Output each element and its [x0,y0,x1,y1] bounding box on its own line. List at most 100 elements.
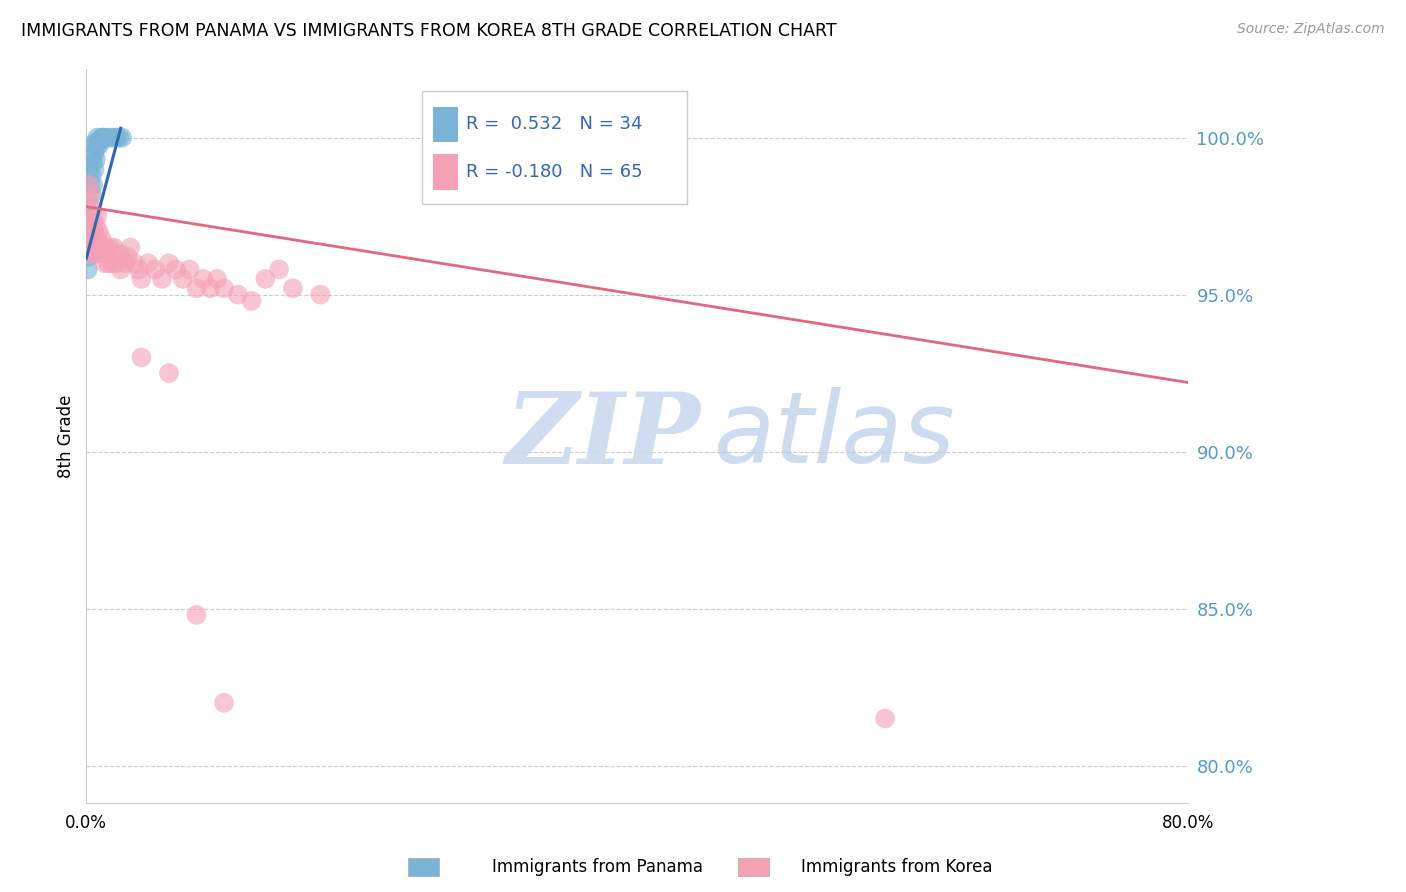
Point [79,231,101,245]
Point [172,272,194,286]
Point [103,240,125,254]
Point [100,247,122,261]
Point [87,134,110,148]
Point [80,169,103,183]
Y-axis label: 8th Grade: 8th Grade [58,394,75,477]
Point [79,209,101,223]
Point [103,130,125,145]
Point [83,247,105,261]
Point [200,281,222,295]
Point [108,130,131,145]
Point [82,136,104,151]
Point [98,240,121,254]
Point [79,178,101,192]
Point [76,240,98,254]
Point [77,219,100,233]
Point [80,240,103,254]
Point [131,272,153,286]
Point [150,272,173,286]
Point [83,146,105,161]
Point [77,200,100,214]
Point [86,140,108,154]
Point [80,149,103,163]
Text: R =  0.532   N = 34: R = 0.532 N = 34 [467,115,643,134]
Point [309,287,332,301]
Point [77,225,100,239]
Point [76,244,98,258]
Point [87,247,110,261]
Point [76,225,98,239]
Point [84,136,107,151]
Text: IMMIGRANTS FROM PANAMA VS IMMIGRANTS FROM KOREA 8TH GRADE CORRELATION CHART: IMMIGRANTS FROM PANAMA VS IMMIGRANTS FRO… [21,22,837,40]
Point [79,200,101,214]
Point [84,153,107,167]
Point [80,219,103,233]
Point [101,256,124,270]
Point [212,281,235,295]
FancyBboxPatch shape [433,107,457,142]
Point [84,219,107,233]
Point [86,209,108,223]
Point [193,272,215,286]
Point [79,209,101,223]
Text: Immigrants from Panama: Immigrants from Panama [492,858,703,876]
Point [76,262,98,277]
Point [89,237,111,252]
Point [82,231,104,245]
Point [97,256,120,270]
Point [94,240,117,254]
Point [84,240,107,254]
Text: Source: ZipAtlas.com: Source: ZipAtlas.com [1237,22,1385,37]
Point [80,187,103,202]
Point [76,215,98,229]
Point [212,696,235,710]
Point [105,256,128,270]
Point [186,281,208,295]
Point [77,178,100,192]
Point [93,130,115,145]
Text: ZIP: ZIP [505,388,700,484]
Point [87,225,110,239]
Point [79,187,101,202]
Point [226,287,249,301]
Point [157,256,180,270]
Point [83,225,105,239]
Point [82,178,104,192]
Point [117,250,139,264]
Point [124,256,146,270]
Point [91,247,114,261]
Point [136,256,159,270]
Point [254,272,277,286]
Point [77,209,100,223]
Text: atlas: atlas [714,387,956,484]
Point [76,194,98,208]
Point [143,262,166,277]
Point [82,155,104,169]
Point [165,262,187,277]
Text: R = -0.180   N = 65: R = -0.180 N = 65 [467,163,643,181]
Point [82,209,104,223]
Point [83,161,105,176]
Point [91,130,114,145]
Point [875,712,897,726]
FancyBboxPatch shape [422,91,686,204]
Point [90,231,112,245]
Point [186,607,208,622]
FancyBboxPatch shape [433,154,457,190]
Point [96,247,118,261]
Point [120,240,142,254]
Point [269,262,291,277]
Point [86,231,108,245]
Point [96,130,118,145]
Point [110,262,132,277]
Point [93,256,115,270]
Point [240,293,263,308]
Point [114,256,136,270]
Point [205,272,228,286]
Point [77,247,100,261]
Point [77,231,100,245]
Point [157,366,180,380]
Point [86,130,108,145]
Point [105,130,128,145]
Point [128,262,150,277]
